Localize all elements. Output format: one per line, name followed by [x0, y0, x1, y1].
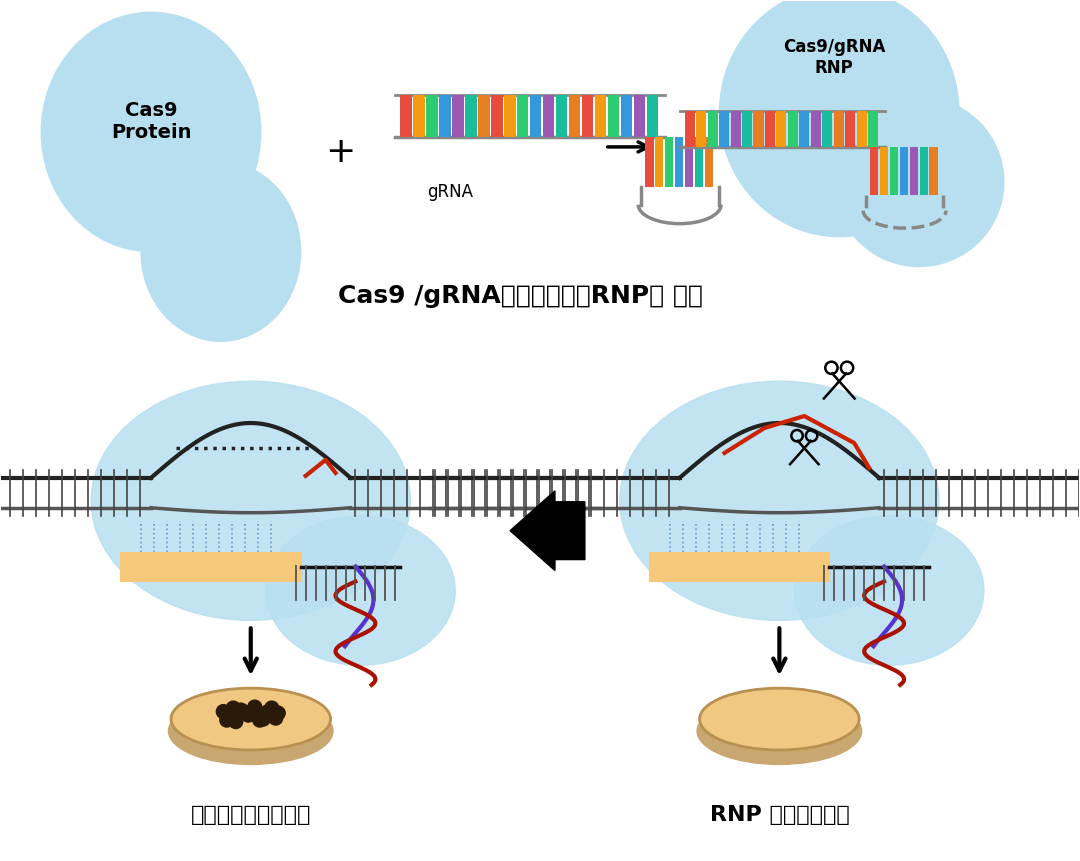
Bar: [569, 95, 580, 137]
Ellipse shape: [41, 12, 260, 251]
Bar: [919, 147, 929, 195]
Text: Cas9/gRNA
RNP: Cas9/gRNA RNP: [783, 38, 886, 77]
Bar: [811, 111, 821, 147]
Ellipse shape: [700, 688, 860, 750]
Circle shape: [237, 704, 251, 719]
Bar: [834, 111, 843, 147]
Circle shape: [248, 703, 262, 717]
Bar: [685, 111, 694, 147]
Bar: [694, 137, 703, 187]
Bar: [517, 95, 528, 137]
Circle shape: [269, 711, 283, 725]
Bar: [754, 111, 764, 147]
Bar: [719, 111, 729, 147]
Bar: [704, 137, 714, 187]
Bar: [697, 111, 706, 147]
Ellipse shape: [171, 688, 330, 750]
Ellipse shape: [795, 516, 984, 666]
Ellipse shape: [719, 0, 959, 237]
FancyArrow shape: [510, 491, 585, 571]
Ellipse shape: [266, 516, 455, 666]
Text: Cas9 /gRNA核糖核蛋白（RNP） 制备: Cas9 /gRNA核糖核蛋白（RNP） 制备: [338, 284, 702, 308]
Bar: [900, 147, 908, 195]
Bar: [868, 111, 878, 147]
Bar: [121, 553, 300, 580]
Text: RNP 转染目的细胞: RNP 转染目的细胞: [710, 805, 849, 825]
Bar: [909, 147, 918, 195]
Circle shape: [265, 701, 279, 715]
Circle shape: [229, 715, 243, 728]
Ellipse shape: [91, 381, 410, 621]
Bar: [765, 111, 775, 147]
Bar: [650, 553, 829, 580]
Text: +: +: [325, 135, 355, 169]
Bar: [879, 147, 889, 195]
Bar: [608, 95, 619, 137]
Bar: [869, 147, 878, 195]
Circle shape: [247, 700, 261, 714]
Ellipse shape: [141, 162, 300, 341]
Bar: [634, 95, 645, 137]
Bar: [654, 137, 663, 187]
Bar: [822, 111, 833, 147]
Bar: [777, 111, 786, 147]
Bar: [647, 95, 658, 137]
Ellipse shape: [697, 697, 862, 765]
Bar: [930, 147, 939, 195]
Bar: [621, 95, 632, 137]
Bar: [556, 95, 567, 137]
Bar: [504, 95, 515, 137]
Circle shape: [220, 713, 233, 727]
Bar: [595, 95, 606, 137]
Bar: [675, 137, 684, 187]
Bar: [846, 111, 855, 147]
Circle shape: [261, 704, 275, 719]
Bar: [440, 95, 450, 137]
Bar: [453, 95, 463, 137]
Circle shape: [241, 708, 255, 722]
Bar: [856, 111, 867, 147]
Bar: [543, 95, 554, 137]
Bar: [707, 111, 718, 147]
Bar: [890, 147, 899, 195]
Circle shape: [256, 712, 270, 726]
Bar: [465, 95, 476, 137]
Circle shape: [227, 701, 240, 715]
Bar: [664, 137, 674, 187]
Text: 基因编辑单克隆分离: 基因编辑单克隆分离: [190, 805, 311, 825]
Bar: [788, 111, 798, 147]
Bar: [799, 111, 809, 147]
Circle shape: [253, 713, 267, 727]
Ellipse shape: [620, 381, 939, 621]
Bar: [582, 95, 593, 137]
Bar: [730, 111, 741, 147]
Circle shape: [221, 708, 235, 722]
Bar: [427, 95, 437, 137]
Text: Cas9
Protein: Cas9 Protein: [111, 102, 191, 143]
Circle shape: [271, 706, 285, 720]
Bar: [401, 95, 411, 137]
Bar: [742, 111, 752, 147]
Text: gRNA: gRNA: [428, 183, 473, 201]
Bar: [530, 95, 541, 137]
Bar: [414, 95, 424, 137]
Bar: [685, 137, 693, 187]
Circle shape: [233, 703, 247, 717]
Ellipse shape: [168, 697, 333, 765]
Bar: [491, 95, 502, 137]
Ellipse shape: [834, 97, 1003, 267]
Bar: [478, 95, 489, 137]
Bar: [645, 137, 653, 187]
Circle shape: [216, 704, 230, 719]
